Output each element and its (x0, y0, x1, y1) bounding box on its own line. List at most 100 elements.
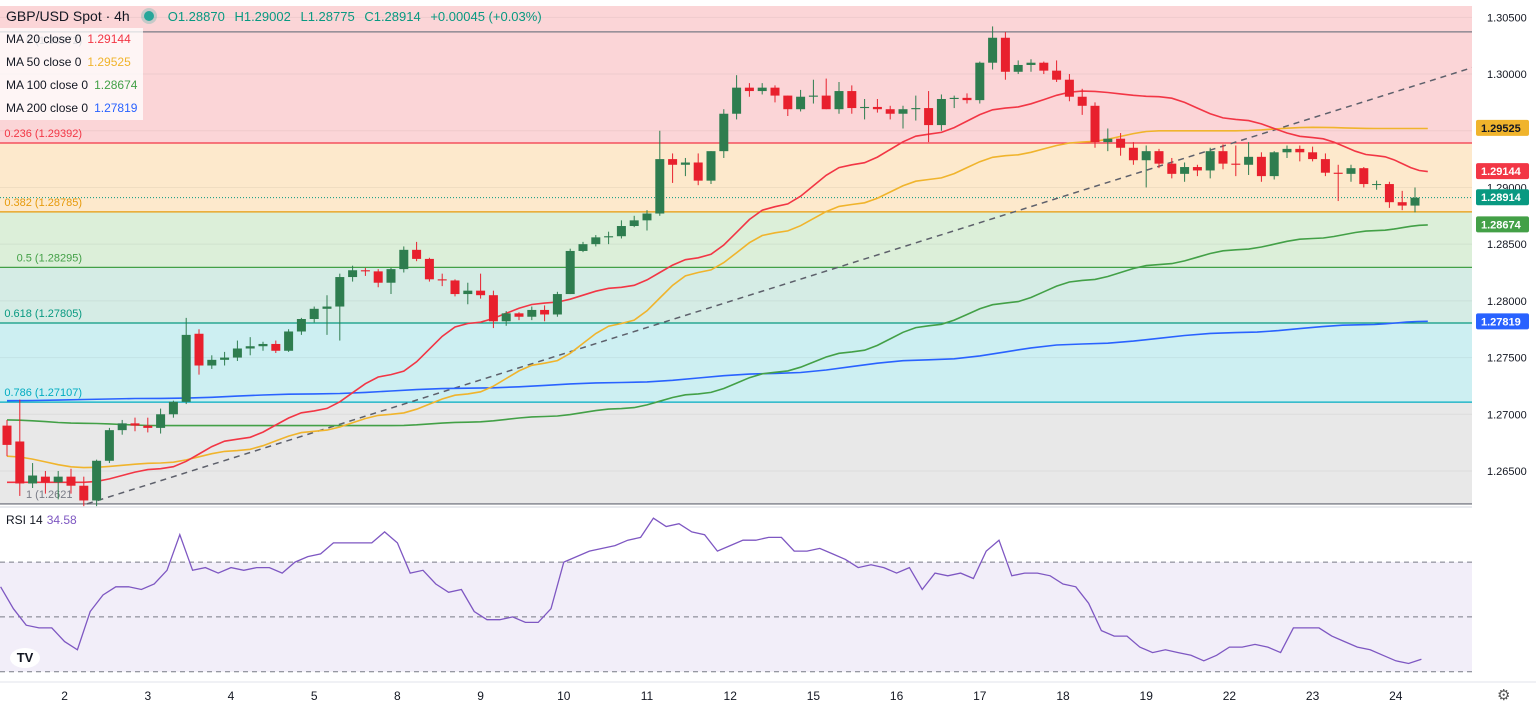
candle-body (1410, 197, 1420, 206)
ma-label: MA 100 close 0 (6, 78, 89, 92)
ma-legend-item[interactable]: MA 200 close 0 1.27819 (0, 97, 144, 120)
candle (309, 306, 319, 323)
price-label-bg (1476, 163, 1529, 180)
candle-body (181, 334, 191, 402)
price-label-bg (1476, 313, 1529, 330)
high-value: H1.29002 (234, 8, 291, 24)
candle-body (1064, 79, 1074, 97)
candle (450, 279, 460, 297)
symbol-title[interactable]: GBP/USD Spot · 4h (6, 8, 130, 24)
candle-body (872, 106, 882, 110)
candle-body (143, 425, 153, 428)
candle-body (1026, 62, 1036, 65)
fib-level-label: 0.236 (1.29392) (4, 128, 82, 140)
fib-band (0, 402, 1472, 505)
candle (1372, 180, 1382, 190)
candle-body (207, 359, 217, 366)
candle (783, 95, 793, 117)
candle (898, 105, 908, 129)
candle (360, 267, 370, 276)
candle (629, 215, 639, 228)
price-label: 1.27819 (1481, 316, 1521, 328)
candle-body (936, 98, 946, 126)
candle-body (1295, 148, 1305, 153)
candle-body (28, 475, 38, 484)
candle (1346, 164, 1356, 182)
candle (1410, 187, 1420, 213)
time-tick-label: 4 (228, 689, 235, 703)
candle (796, 89, 806, 112)
candle-body (1103, 138, 1113, 143)
candle (1282, 145, 1292, 158)
candle (271, 340, 281, 354)
candle (1154, 148, 1164, 169)
candle-body (53, 476, 63, 483)
candle (1308, 146, 1318, 162)
candle (1384, 181, 1394, 208)
gear-icon[interactable]: ⚙ (1497, 687, 1511, 704)
candle-body (975, 62, 985, 101)
candle (143, 417, 153, 433)
low-value: L1.28775 (300, 8, 355, 24)
candle-body (732, 87, 742, 114)
candle-body (578, 244, 588, 251)
rsi-legend[interactable]: RSI 14 34.58 (6, 513, 77, 527)
chart-header: GBP/USD Spot · 4h O1.28870 H1.29002 L1.2… (6, 8, 542, 24)
candle (373, 269, 383, 288)
ma-legend: MA 20 close 0 1.29144 MA 50 close 0 1.2952… (0, 28, 144, 120)
candle (860, 98, 870, 120)
ma-legend-item[interactable]: MA 20 close 0 1.29144 (0, 28, 144, 51)
candle (1128, 142, 1138, 165)
candle-body (770, 87, 780, 96)
candle-body (168, 401, 178, 415)
candle-body (988, 37, 998, 63)
ma100-line (6, 224, 1428, 427)
price-tick-label: 1.27000 (1487, 409, 1527, 421)
rsi-line (0, 517, 1422, 665)
candle-body (591, 237, 601, 245)
candle-body (1013, 64, 1023, 72)
ma-label: MA 50 close 0 (6, 55, 82, 69)
market-status-icon (143, 11, 154, 21)
candle-body (1077, 96, 1087, 106)
candle (655, 130, 665, 216)
ma-legend-item[interactable]: MA 50 close 0 1.29525 (0, 51, 144, 74)
time-tick-label: 23 (1306, 689, 1320, 703)
time-tick-label: 15 (807, 689, 821, 703)
candle (1052, 60, 1062, 82)
candle-body (860, 106, 870, 109)
time-tick-label: 19 (1140, 689, 1154, 703)
candle (565, 248, 575, 295)
candle-body (949, 97, 959, 99)
candle-body (360, 270, 370, 272)
candle-body (1384, 184, 1394, 203)
time-tick-label: 24 (1389, 689, 1403, 703)
candle (1103, 128, 1113, 152)
candle-body (885, 109, 895, 114)
candle (706, 151, 716, 185)
tradingview-logo-icon[interactable]: TV (10, 648, 40, 668)
candle (821, 78, 831, 110)
candle-body (898, 109, 908, 114)
candle-body (527, 309, 537, 317)
candle (79, 476, 89, 507)
candle-body (808, 95, 818, 97)
candle-body (130, 423, 140, 426)
candle-body (719, 113, 729, 152)
candle (1359, 167, 1369, 188)
fib-band (0, 267, 1472, 323)
candle-body (1333, 172, 1343, 174)
candle (207, 355, 217, 369)
candle (130, 417, 140, 432)
candle-body (757, 87, 767, 92)
candle (1397, 190, 1407, 211)
candle (924, 91, 934, 143)
candle-body (92, 460, 102, 501)
time-tick-label: 10 (557, 689, 571, 703)
candle (1218, 144, 1228, 170)
ma-legend-item[interactable]: MA 100 close 0 1.28674 (0, 74, 144, 97)
candle (412, 241, 422, 262)
time-tick-label: 3 (144, 689, 151, 703)
candle (1231, 145, 1241, 177)
